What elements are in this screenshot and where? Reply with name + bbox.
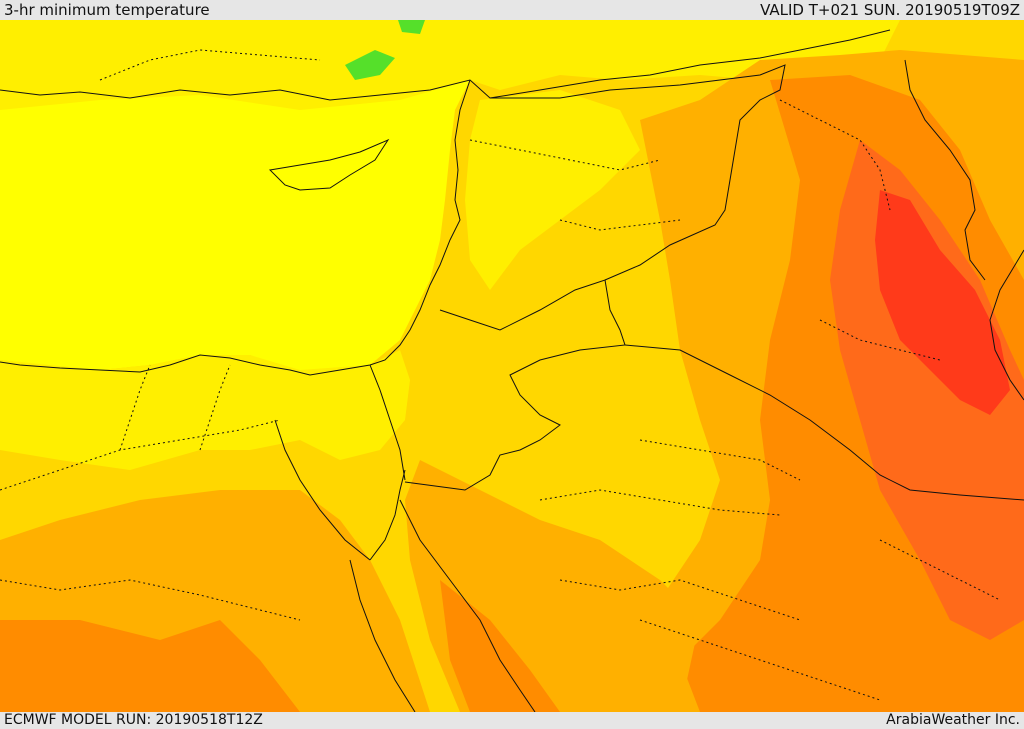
iraq-hot-spot [875, 190, 1010, 415]
map-canvas [0, 20, 1024, 712]
credit-label: ArabiaWeather Inc. [886, 712, 1020, 728]
jordan-border [404, 279, 626, 491]
egypt-north-zone [0, 350, 410, 470]
coastlines [0, 29, 1024, 712]
cool-spot-top [398, 20, 425, 34]
saudi-iraq-border [624, 344, 1024, 501]
valid-time: VALID T+021 SUN. 20190519T09Z [760, 1, 1020, 19]
gulf-coast [989, 249, 1024, 401]
north-coastline [0, 29, 891, 101]
red-sea-west-coast [349, 559, 416, 712]
boundary-11 [0, 579, 301, 621]
boundary-2 [119, 364, 151, 451]
boundary-10 [819, 319, 941, 361]
cool-spot-north [345, 50, 395, 80]
model-run-label: ECMWF MODEL RUN: 20190518T12Z [4, 712, 263, 728]
levant-coastline [0, 79, 471, 376]
country-borders [369, 59, 1024, 501]
provincial-boundaries [0, 49, 1001, 701]
boundary-5 [559, 219, 681, 231]
egypt-israel-border [369, 364, 406, 481]
syria-zone [465, 90, 640, 290]
red-sea-coast-dark [440, 580, 560, 712]
boundary-3 [199, 364, 231, 451]
header-bar: 3-hr minimum temperature VALID T+021 SUN… [0, 0, 1024, 20]
footer-bar: ECMWF MODEL RUN: 20190518T12Z ArabiaWeat… [0, 712, 1024, 729]
boundary-4 [469, 139, 661, 171]
sinai-coast-east [369, 469, 406, 561]
map-title: 3-hr minimum temperature [4, 1, 210, 19]
boundary-8 [639, 439, 801, 481]
boundary-13 [879, 539, 1001, 601]
southwest-dark-orange [0, 620, 300, 712]
sinai-coast-west [274, 419, 371, 561]
boundary-6 [539, 489, 781, 516]
iraq-iran-border [904, 59, 986, 281]
syria-iraq-border [490, 64, 786, 281]
temperature-map[interactable] [0, 20, 1024, 712]
north-land [0, 20, 900, 110]
boundary-1 [0, 419, 281, 491]
boundary-7 [559, 579, 801, 621]
boundary-12 [639, 619, 881, 701]
cyprus-outline [268, 138, 390, 191]
red-sea-east-coast [399, 499, 536, 712]
sea-region [0, 20, 470, 370]
boundary-14 [99, 49, 321, 81]
